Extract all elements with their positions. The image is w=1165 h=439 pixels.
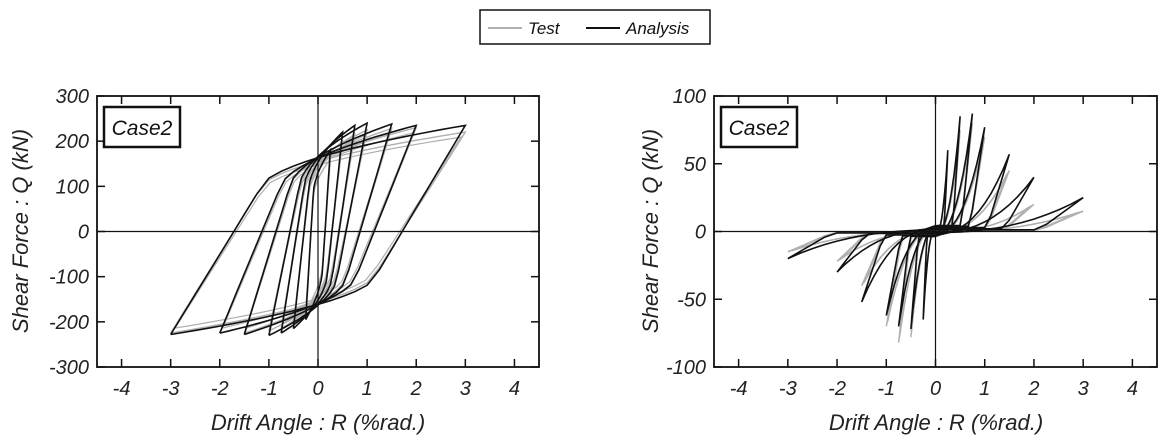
x-tick-label: -1	[877, 378, 895, 400]
analysis-loop	[170, 124, 467, 336]
y-tick-label: 0	[78, 222, 89, 244]
left-x-axis-label: Drift Angle : R (%rad.)	[211, 410, 425, 435]
y-tick-label: 200	[55, 131, 89, 153]
y-tick-label: -50	[677, 289, 706, 311]
x-tick-label: 3	[460, 378, 471, 400]
legend-analysis-label: Analysis	[625, 19, 690, 38]
left-case-box	[102, 105, 182, 149]
analysis-loop	[219, 124, 418, 334]
x-tick-label: -4	[730, 378, 748, 400]
y-tick-label: 100	[56, 176, 89, 198]
x-tick-label: 0	[312, 378, 323, 400]
analysis-loop	[787, 196, 1084, 260]
x-tick-label: 3	[1078, 378, 1089, 400]
chart-right: -4 -3 -2 -1 0 1 2 3 4 -100 -50 0 50 100 Case2 Drift A…	[638, 86, 1158, 435]
analysis-loop	[268, 121, 369, 337]
y-tick-label: 300	[56, 86, 89, 108]
left-y-axis-label: Shear Force : Q (kN)	[8, 129, 33, 333]
right-case-box	[719, 105, 799, 149]
y-tick-label: -300	[49, 357, 89, 379]
y-tick-label: -100	[49, 267, 89, 289]
x-tick-label: 0	[930, 378, 941, 400]
left-axes: -4 -3 -2 -1 0 1 2 3 4 -300 -200 -100 0 100 200 300	[49, 86, 540, 400]
right-axes: -4 -3 -2 -1 0 1 2 3 4 -100 -50 0 50 100	[666, 86, 1158, 400]
test-loop	[170, 131, 467, 334]
x-tick-label: 1	[979, 378, 990, 400]
right-curves	[787, 113, 1084, 343]
x-tick-label: 2	[410, 378, 422, 400]
x-tick-label: -4	[113, 378, 131, 400]
x-tick-label: -3	[162, 378, 180, 400]
analysis-loop	[243, 122, 393, 336]
legend: Test Analysis	[479, 9, 711, 45]
x-tick-label: -3	[779, 378, 797, 400]
y-tick-label: 100	[673, 86, 706, 108]
x-tick-label: -2	[828, 378, 846, 400]
left-curves	[170, 121, 467, 337]
y-tick-label: 50	[684, 154, 706, 176]
right-case-label: Case2	[729, 117, 790, 140]
legend-test-label: Test	[528, 19, 561, 38]
x-tick-label: 4	[509, 378, 520, 400]
x-tick-label: -1	[260, 378, 278, 400]
test-loop	[174, 136, 463, 329]
x-tick-label: 1	[362, 378, 373, 400]
left-case-label: Case2	[112, 117, 173, 140]
y-tick-label: -200	[49, 312, 89, 334]
right-y-axis-label: Shear Force : Q (kN)	[638, 129, 663, 333]
x-tick-label: 4	[1127, 378, 1138, 400]
x-tick-label: -2	[211, 378, 229, 400]
y-tick-label: -100	[666, 357, 706, 379]
x-tick-label: 2	[1027, 378, 1039, 400]
chart-left: -4 -3 -2 -1 0 1 2 3 4 -300 -200 -100 0 100 200 300 Case…	[8, 86, 540, 435]
right-x-axis-label: Drift Angle : R (%rad.)	[829, 410, 1043, 435]
y-tick-label: 0	[695, 222, 706, 244]
